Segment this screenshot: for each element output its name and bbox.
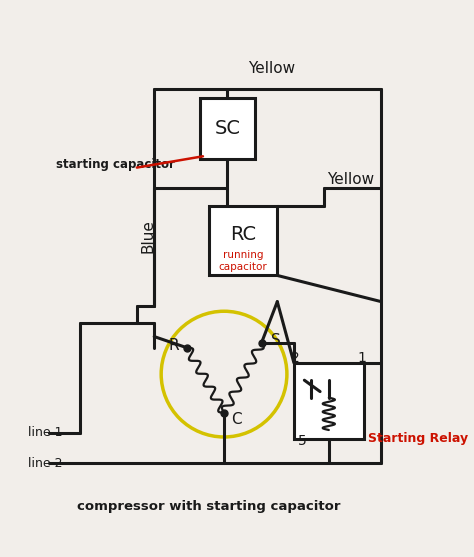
Bar (201, 98, 255, 159)
Text: Blue: Blue (141, 219, 155, 253)
Text: Yellow: Yellow (327, 172, 374, 187)
Bar (209, 206, 277, 276)
Text: Yellow: Yellow (248, 61, 296, 76)
Text: 5: 5 (298, 434, 307, 448)
Text: S: S (271, 333, 281, 348)
Text: 1: 1 (357, 351, 366, 365)
Text: R: R (168, 338, 179, 353)
Text: 2: 2 (291, 351, 300, 365)
Text: SC: SC (215, 119, 240, 138)
Text: line 2: line 2 (27, 457, 62, 470)
Text: Starting Relay: Starting Relay (368, 432, 468, 445)
Text: RC: RC (230, 225, 256, 244)
Text: capacitor: capacitor (219, 262, 268, 272)
Text: C: C (231, 412, 242, 427)
Bar (294, 363, 364, 439)
Text: running: running (223, 250, 264, 260)
Text: line 1: line 1 (27, 426, 62, 439)
Text: starting capacitor: starting capacitor (55, 158, 174, 171)
Text: compressor with starting capacitor: compressor with starting capacitor (77, 500, 340, 514)
